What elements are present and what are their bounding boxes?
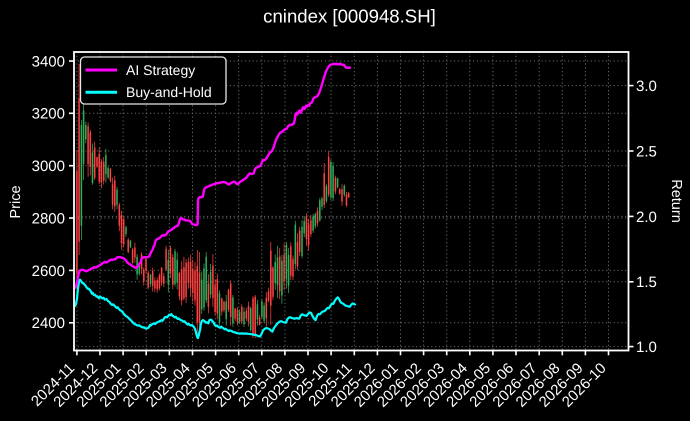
svg-text:Price: Price [8,185,24,218]
svg-text:2400: 2400 [32,315,65,332]
svg-text:Return: Return [668,179,684,223]
svg-text:3200: 3200 [32,106,65,123]
svg-text:2800: 2800 [32,210,65,227]
svg-text:Buy-and-Hold: Buy-and-Hold [126,84,212,100]
svg-text:2.0: 2.0 [636,209,657,226]
svg-text:AI Strategy: AI Strategy [126,62,195,78]
svg-text:3000: 3000 [32,158,65,175]
svg-text:2600: 2600 [32,263,65,280]
svg-text:3400: 3400 [32,53,65,70]
svg-text:3.0: 3.0 [636,78,657,95]
svg-text:1.0: 1.0 [636,339,657,356]
svg-text:1.5: 1.5 [636,274,657,291]
svg-text:2.5: 2.5 [636,143,657,160]
svg-text:cnindex [000948.SH]: cnindex [000948.SH] [263,5,436,26]
